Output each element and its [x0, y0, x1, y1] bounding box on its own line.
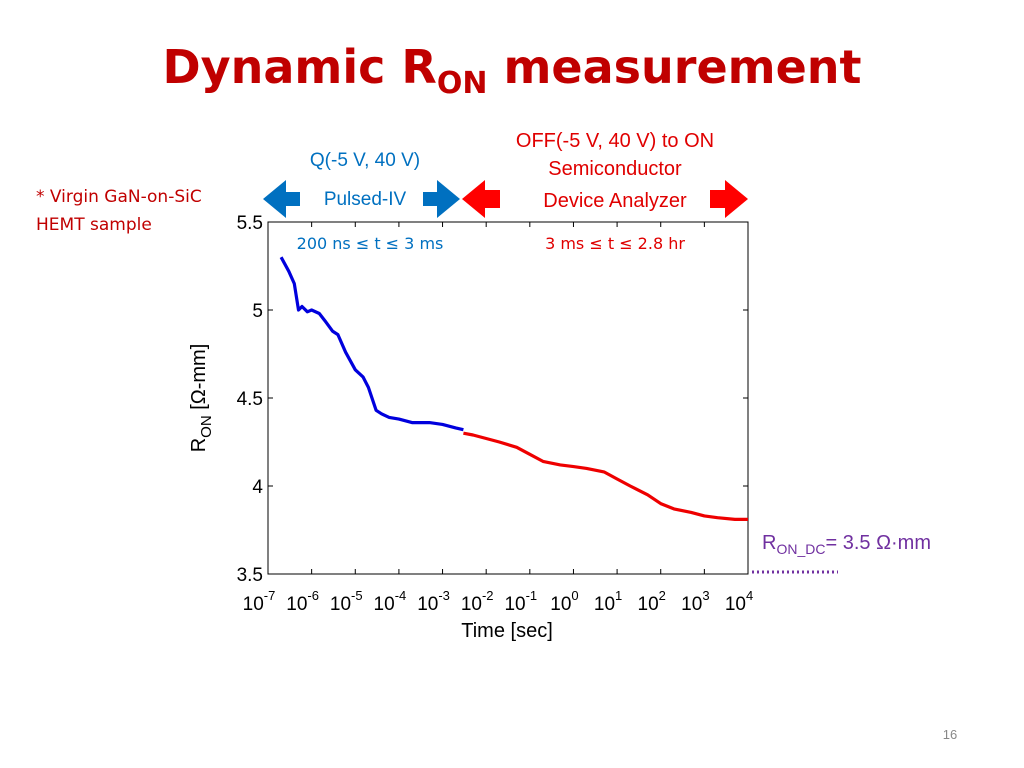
x-tick-label: 103 — [681, 588, 709, 615]
y-tick-label: 4 — [252, 477, 263, 498]
x-tick-label: 104 — [725, 588, 753, 615]
x-tick-label: 10-4 — [374, 588, 407, 615]
x-tick-label: 10-1 — [504, 588, 537, 615]
x-tick-label: 100 — [550, 588, 578, 615]
blue-time-range: 200 ns ≤ t ≤ 3 ms — [296, 234, 444, 253]
off-to-on-condition: OFF(-5 V, 40 V) to ON — [515, 130, 715, 152]
x-tick-label: 10-3 — [417, 588, 450, 615]
analyzer-line2: Device Analyzer — [543, 190, 687, 212]
pulsed-iv-label: Pulsed-IV — [323, 189, 407, 210]
x-tick-label: 10-7 — [243, 588, 276, 615]
red-time-range: 3 ms ≤ t ≤ 2.8 hr — [545, 234, 685, 253]
x-tick-label: 10-5 — [330, 588, 363, 615]
plot-area — [267, 221, 749, 575]
x-tick-label: 10-6 — [286, 588, 319, 615]
y-axis-label: RON [Ω-mm] — [188, 344, 215, 453]
y-tick-label: 5 — [252, 301, 263, 322]
red-series-line — [463, 431, 748, 522]
x-tick-label: 102 — [638, 588, 666, 615]
y-tick-label: 3.5 — [237, 565, 263, 586]
sample-note: * Virgin GaN-on-SiC HEMT sample — [36, 187, 202, 235]
red-arrow-left-icon — [462, 180, 500, 218]
x-tick-label: 10-2 — [461, 588, 494, 615]
blue-arrow-left-icon — [263, 180, 300, 218]
ron-dc-label: RON_DC= 3.5 Ω·mm — [762, 532, 931, 557]
page-number: 16 — [942, 727, 958, 742]
blue-arrow-right-icon — [423, 180, 460, 218]
analyzer-line1: Semiconductor — [548, 158, 682, 180]
x-tick-label: 101 — [594, 588, 622, 615]
y-tick-label: 4.5 — [237, 389, 263, 410]
x-axis-label: Time [sec] — [461, 620, 553, 642]
y-tick-label: 5.5 — [237, 213, 263, 234]
red-arrow-right-icon — [710, 180, 748, 218]
blue-series-line — [279, 256, 464, 432]
pulsed-iv-condition: Q(-5 V, 40 V) — [309, 150, 421, 171]
slide-title: Dynamic RON measurement — [162, 40, 862, 101]
